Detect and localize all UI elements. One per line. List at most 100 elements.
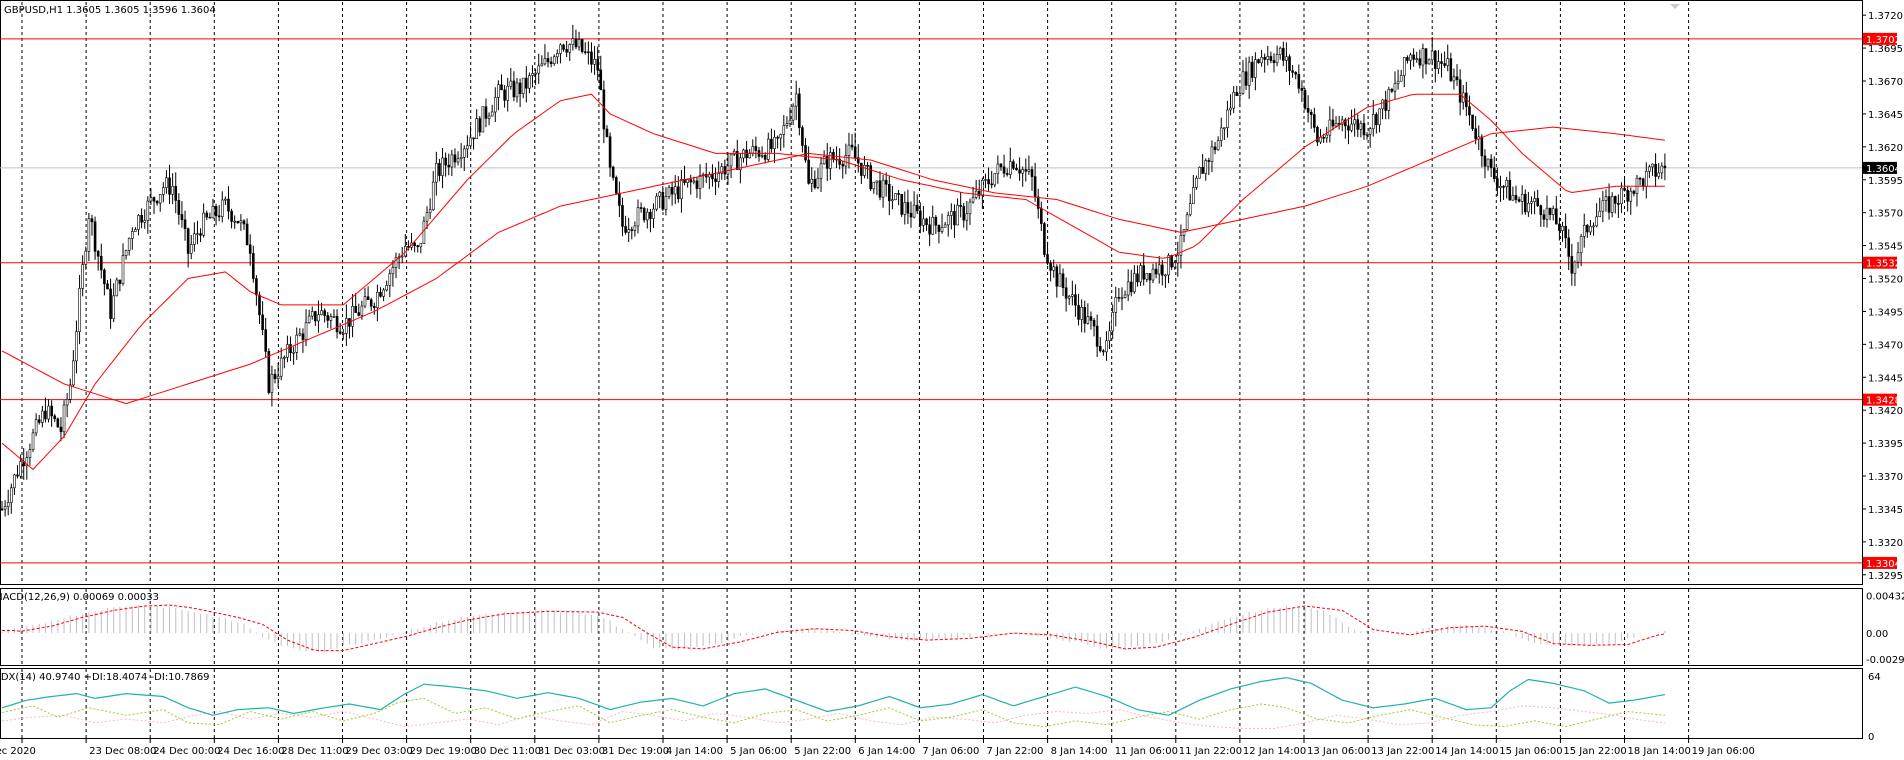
candle [193, 222, 196, 252]
candle [1123, 290, 1127, 299]
candle [968, 198, 972, 225]
candle [1105, 331, 1108, 361]
candle [131, 227, 134, 250]
candle [376, 284, 379, 322]
x-tick-label: 5 Jan 22:00 [794, 746, 851, 757]
level-price-tag [1863, 256, 1897, 269]
candle [869, 162, 872, 192]
candle [695, 176, 699, 198]
candle [1623, 176, 1626, 192]
candle [506, 77, 509, 112]
candle [90, 214, 94, 236]
candle [1266, 45, 1270, 66]
candle [587, 41, 590, 65]
candle [937, 224, 941, 244]
candle [1365, 132, 1369, 140]
candle [1226, 100, 1229, 138]
candle [1285, 42, 1288, 73]
time-grid [21, 2, 1690, 738]
candle [41, 405, 44, 428]
candle [366, 286, 370, 301]
candle [1415, 51, 1419, 63]
candle [717, 161, 720, 188]
candle [1496, 167, 1499, 196]
candle [1353, 108, 1356, 137]
x-tick-label: 11 Jan 06:00 [1115, 746, 1178, 757]
x-tick-label: 14 Jan 14:00 [1435, 746, 1498, 757]
candle [1325, 126, 1329, 143]
candle [810, 167, 814, 193]
candle [475, 109, 478, 140]
candle [270, 365, 274, 407]
candle [971, 186, 975, 204]
candle [965, 200, 969, 231]
candle [1561, 221, 1564, 242]
candle [1219, 117, 1223, 147]
candle [720, 162, 724, 180]
candle [1278, 46, 1282, 60]
candle [1049, 260, 1052, 282]
candle [28, 443, 32, 466]
candle [127, 237, 131, 256]
x-tick-label: 19 Jan 06:00 [1692, 746, 1755, 757]
candle [956, 198, 959, 226]
candle [1164, 274, 1167, 288]
candle [1074, 284, 1077, 317]
candle [754, 136, 758, 159]
candle [388, 269, 392, 298]
candle [996, 155, 1000, 184]
candle [1523, 189, 1527, 215]
candle [1483, 149, 1487, 179]
candle [1067, 294, 1071, 305]
x-tick-label: 31 Dec 19:00 [602, 746, 669, 757]
candle [301, 328, 305, 353]
candle [227, 186, 230, 220]
scroll-arrow-icon[interactable] [1670, 4, 1680, 9]
adx-indicator [1, 676, 1666, 729]
candle [1313, 107, 1316, 133]
candle [894, 193, 897, 201]
candle [779, 133, 783, 151]
candle [922, 206, 925, 233]
candle [34, 413, 38, 437]
candle [1387, 86, 1391, 120]
candle [10, 483, 13, 514]
candle [78, 274, 81, 345]
x-tick-label: 29 Dec 03:00 [346, 746, 413, 757]
candle [714, 167, 717, 196]
candle [1188, 194, 1192, 217]
candle [345, 304, 348, 346]
candle [633, 221, 637, 237]
candle [844, 143, 848, 175]
candle [1551, 205, 1555, 221]
candle [680, 170, 683, 213]
candle [776, 135, 779, 149]
candle [261, 301, 264, 336]
candle [478, 116, 482, 137]
candle [323, 308, 326, 323]
candle [199, 228, 202, 243]
candle [528, 72, 531, 94]
candle [481, 106, 485, 133]
candle [642, 206, 646, 223]
x-tick-label: 22 Dec 2020 [0, 746, 36, 757]
candle [1530, 196, 1533, 215]
candle [1170, 254, 1173, 270]
candle [509, 68, 513, 90]
candle [723, 159, 727, 181]
candle [1030, 166, 1034, 191]
candle [447, 153, 451, 176]
x-tick-label: 7 Jan 22:00 [987, 746, 1044, 757]
candle [1452, 68, 1456, 90]
x-tick-label: 13 Jan 06:00 [1307, 746, 1370, 757]
candle [658, 190, 662, 209]
candle [1589, 220, 1592, 236]
candle [441, 148, 444, 189]
candle [1269, 51, 1273, 64]
candle [664, 187, 668, 216]
y-tick-label: 1.3345 [1868, 505, 1903, 516]
candle [68, 378, 72, 404]
candle [546, 52, 550, 68]
candle [1114, 286, 1118, 327]
